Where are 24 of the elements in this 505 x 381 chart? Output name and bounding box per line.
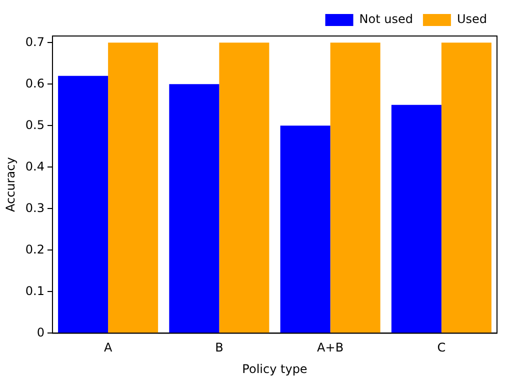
y-axis-title: Accuracy — [3, 157, 18, 212]
y-tick-label: 0.7 — [25, 34, 44, 49]
bar — [169, 84, 220, 333]
x-tick-label: A — [104, 340, 113, 355]
y-tick-label: 0 — [36, 325, 44, 340]
bar — [441, 42, 492, 333]
bar — [108, 42, 158, 333]
legend-label: Not used — [359, 12, 413, 26]
bar — [391, 104, 442, 333]
x-tick-label: A+B — [317, 340, 344, 355]
bar — [330, 42, 380, 333]
y-tick-label: 0.3 — [25, 200, 44, 215]
y-tick-label: 0.5 — [25, 118, 44, 132]
x-tick-label: B — [215, 340, 224, 355]
bar — [58, 76, 108, 333]
bar — [280, 126, 330, 333]
y-tick-label: 0.2 — [25, 242, 44, 256]
x-axis-title: Policy type — [242, 362, 308, 376]
y-tick-label: 0.4 — [25, 159, 44, 174]
y-tick-label: 0.1 — [25, 284, 44, 298]
y-tick-label: 0.6 — [25, 76, 44, 90]
bar — [219, 42, 270, 333]
x-tick-label: C — [437, 340, 446, 355]
legend-label: Used — [456, 12, 488, 26]
